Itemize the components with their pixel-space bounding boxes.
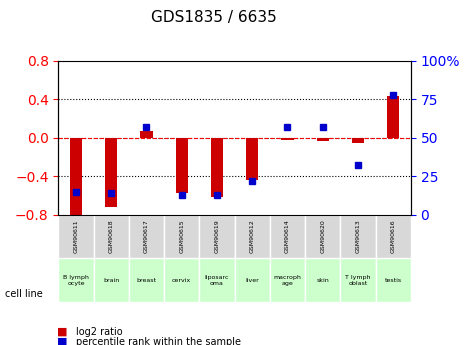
Text: liver: liver [245, 278, 259, 283]
Text: GDS1835 / 6635: GDS1835 / 6635 [151, 10, 276, 25]
Text: GSM90613: GSM90613 [355, 220, 361, 253]
FancyBboxPatch shape [340, 258, 376, 303]
FancyBboxPatch shape [305, 215, 340, 258]
FancyBboxPatch shape [200, 215, 235, 258]
Bar [105, 138, 117, 207]
Text: skin: skin [316, 278, 329, 283]
FancyBboxPatch shape [200, 258, 235, 303]
FancyBboxPatch shape [340, 215, 376, 258]
Text: brain: brain [103, 278, 119, 283]
Text: GSM90617: GSM90617 [144, 220, 149, 253]
Text: GSM90611: GSM90611 [74, 220, 78, 253]
Text: log2 ratio: log2 ratio [76, 327, 123, 337]
Bar [211, 138, 223, 197]
FancyBboxPatch shape [94, 215, 129, 258]
FancyBboxPatch shape [164, 258, 200, 303]
Text: GSM90614: GSM90614 [285, 220, 290, 253]
Bar [387, 96, 399, 138]
FancyBboxPatch shape [94, 258, 129, 303]
FancyBboxPatch shape [235, 215, 270, 258]
Text: B lymph
ocyte: B lymph ocyte [63, 275, 89, 286]
Text: liposarc
oma: liposarc oma [205, 275, 229, 286]
Text: breast: breast [136, 278, 156, 283]
Text: ■: ■ [57, 337, 67, 345]
FancyBboxPatch shape [270, 215, 305, 258]
Text: GSM90612: GSM90612 [250, 220, 255, 253]
Bar [176, 138, 188, 194]
FancyBboxPatch shape [270, 258, 305, 303]
Text: macroph
age: macroph age [274, 275, 301, 286]
Text: testis: testis [385, 278, 402, 283]
Bar [281, 138, 294, 140]
FancyBboxPatch shape [376, 215, 411, 258]
FancyBboxPatch shape [235, 258, 270, 303]
Text: GSM90619: GSM90619 [214, 220, 219, 253]
FancyBboxPatch shape [58, 215, 94, 258]
Text: GSM90616: GSM90616 [390, 220, 396, 253]
Text: GSM90620: GSM90620 [320, 220, 325, 253]
Bar [246, 138, 258, 180]
FancyBboxPatch shape [305, 258, 340, 303]
Bar [316, 138, 329, 141]
Text: T lymph
oblast: T lymph oblast [345, 275, 370, 286]
Bar [140, 131, 152, 138]
FancyBboxPatch shape [164, 215, 200, 258]
Bar [70, 138, 82, 216]
FancyBboxPatch shape [58, 258, 94, 303]
Text: cervix: cervix [172, 278, 191, 283]
FancyBboxPatch shape [129, 215, 164, 258]
Text: percentile rank within the sample: percentile rank within the sample [76, 337, 241, 345]
Text: ■: ■ [57, 327, 67, 337]
Text: cell line: cell line [5, 289, 42, 299]
FancyBboxPatch shape [129, 258, 164, 303]
Text: GSM90618: GSM90618 [109, 220, 114, 253]
Bar [352, 138, 364, 142]
Text: GSM90615: GSM90615 [179, 220, 184, 253]
FancyBboxPatch shape [376, 258, 411, 303]
